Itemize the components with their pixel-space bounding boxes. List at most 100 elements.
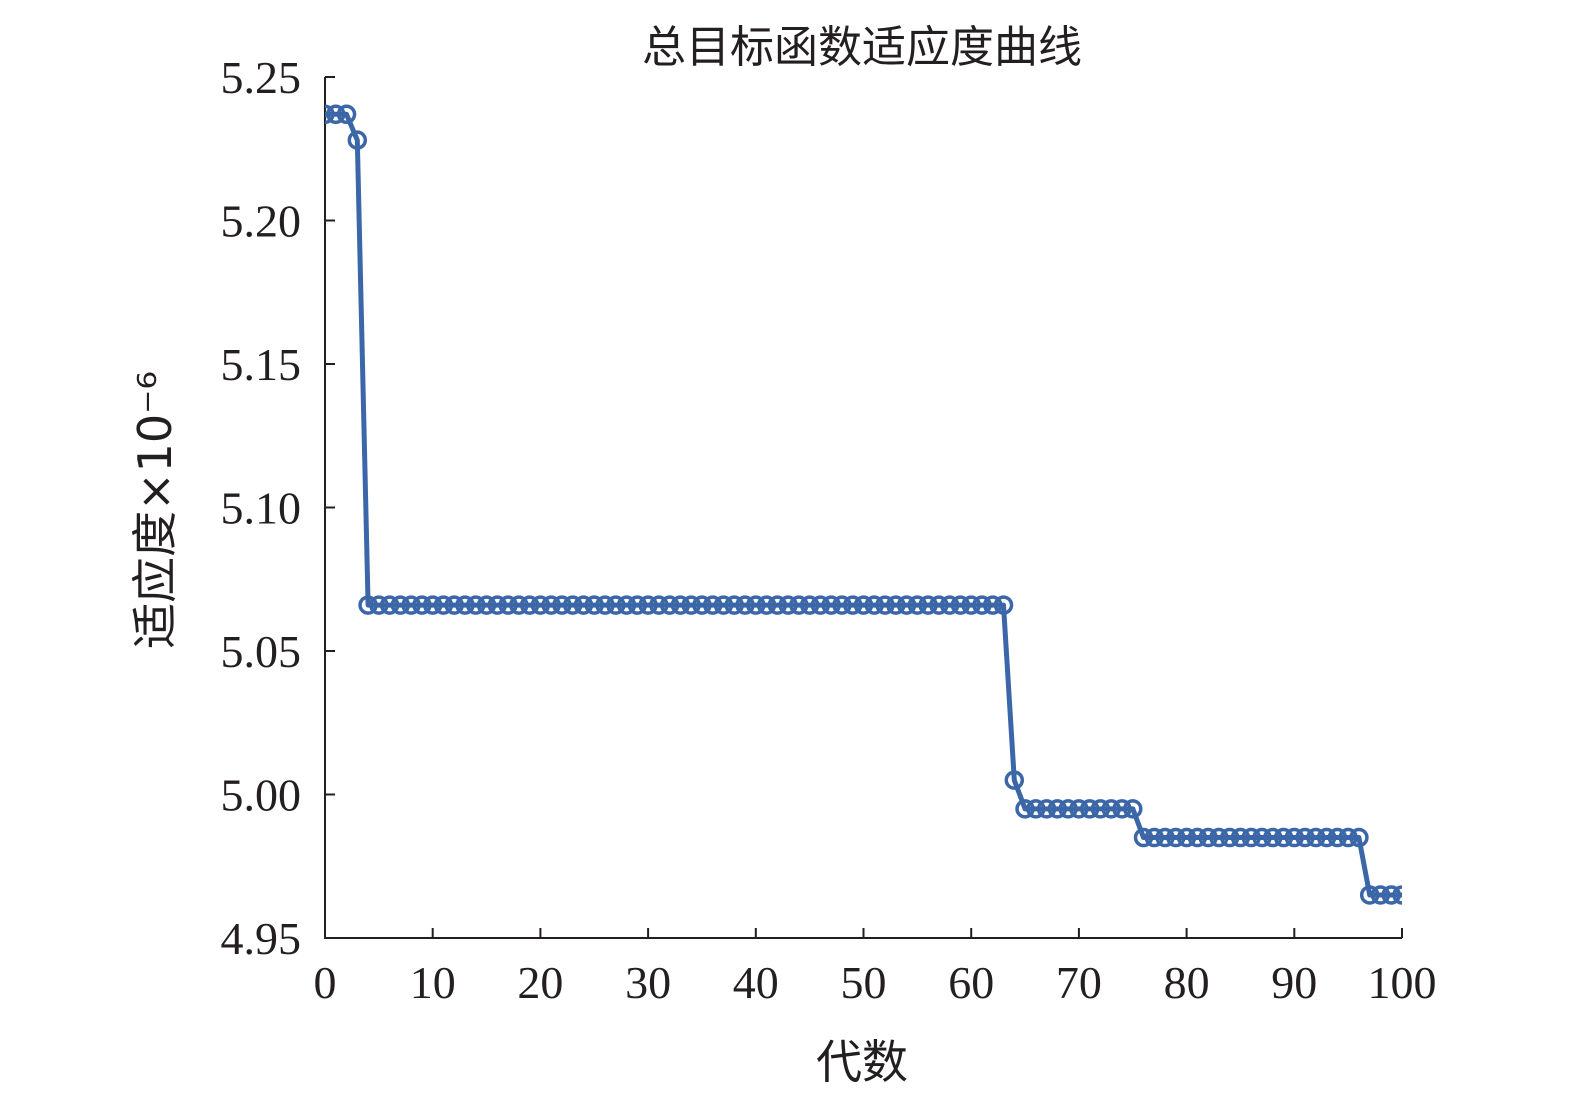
data-point-marker — [692, 595, 712, 615]
data-point-marker — [702, 595, 723, 615]
data-point-marker — [1079, 799, 1100, 819]
data-point-marker — [756, 595, 777, 615]
data-point-marker — [713, 595, 734, 615]
y-tick-label: 5.15 — [221, 339, 302, 390]
data-point-marker — [552, 595, 572, 615]
data-point-marker — [896, 595, 917, 615]
data-point-marker — [509, 595, 529, 615]
series-line — [325, 111, 1402, 898]
data-point-marker — [466, 595, 486, 615]
x-tick-label: 20 — [517, 957, 563, 1008]
y-tick-label: 4.95 — [221, 913, 302, 964]
data-point-marker — [562, 595, 583, 615]
data-point-marker — [853, 595, 874, 615]
data-point-marker — [1241, 827, 1261, 848]
data-point-marker — [767, 595, 788, 615]
data-point-marker — [1123, 799, 1143, 819]
data-point-marker — [412, 595, 432, 615]
data-point-marker — [379, 595, 400, 615]
data-point-marker — [1090, 799, 1111, 819]
data-point-marker — [1209, 827, 1229, 848]
data-point-marker — [886, 595, 906, 615]
data-point-marker — [982, 595, 1003, 615]
data-point-marker — [1230, 827, 1251, 848]
data-point-marker — [1036, 799, 1057, 819]
data-point-marker — [519, 595, 540, 615]
data-point-marker — [1198, 827, 1218, 848]
data-point-marker — [950, 595, 971, 615]
data-point-marker — [433, 595, 454, 615]
data-point-marker — [1187, 827, 1208, 848]
data-point-marker — [1133, 827, 1154, 848]
data-point-marker — [1047, 799, 1068, 819]
data-point-marker — [1144, 827, 1165, 848]
data-point-marker — [573, 595, 594, 615]
data-point-marker — [832, 595, 852, 615]
data-point-marker — [347, 130, 368, 150]
data-point-marker — [1069, 799, 1089, 819]
data-point-marker — [422, 595, 443, 615]
x-axis-label: 代数 — [816, 1035, 908, 1089]
data-point-marker — [1349, 827, 1369, 848]
x-tick-label: 80 — [1164, 957, 1210, 1008]
data-point-marker — [972, 595, 992, 615]
data-point-marker — [606, 595, 626, 615]
data-point-marker — [1295, 827, 1315, 848]
data-point-marker — [1004, 770, 1025, 790]
data-point-marker — [778, 595, 798, 615]
data-point-marker — [1327, 827, 1348, 848]
y-axis-ticks: 5.25 5.20 5.15 5.10 5.05 5.00 4.95 — [221, 52, 335, 964]
data-point-marker — [1155, 827, 1175, 848]
data-point-marker — [875, 595, 895, 615]
data-point-marker — [939, 595, 960, 615]
data-point-marker — [918, 595, 938, 615]
data-point-marker — [1026, 799, 1046, 819]
data-point-marker — [907, 595, 928, 615]
data-point-marker — [638, 595, 658, 615]
y-tick-label: 5.10 — [221, 483, 302, 534]
data-point-marker — [993, 595, 1014, 615]
data-point-marker — [498, 595, 518, 615]
data-point-marker — [724, 595, 745, 615]
data-point-marker — [1359, 885, 1380, 905]
data-point-marker — [799, 595, 820, 615]
data-point-marker — [821, 595, 841, 615]
data-point-marker — [444, 595, 464, 615]
data-point-marker — [1381, 885, 1401, 905]
data-point-marker — [810, 595, 831, 615]
x-tick-label: 90 — [1271, 957, 1317, 1008]
data-point-marker — [1316, 827, 1337, 848]
data-point-marker — [1252, 827, 1272, 848]
data-point-marker — [1306, 827, 1326, 848]
y-tick-label: 5.25 — [221, 52, 302, 103]
data-point-marker — [1058, 799, 1078, 819]
series-markers — [325, 104, 1402, 905]
data-point-marker — [1392, 885, 1402, 905]
data-point-marker — [325, 104, 335, 125]
data-point-marker — [649, 595, 669, 615]
x-axis-ticks: 0 10 20 30 40 50 60 70 80 90 100 — [314, 928, 1437, 1008]
data-point-marker — [627, 595, 648, 615]
y-tick-label: 5.20 — [221, 196, 302, 247]
data-point-marker — [735, 595, 755, 615]
data-point-marker — [681, 595, 701, 615]
data-point-marker — [961, 595, 981, 615]
x-tick-label: 30 — [625, 957, 671, 1008]
data-point-marker — [789, 595, 809, 615]
x-tick-label: 50 — [841, 957, 887, 1008]
data-point-marker — [487, 595, 508, 615]
y-tick-label: 5.05 — [221, 626, 302, 677]
data-point-marker — [616, 595, 637, 615]
data-point-marker — [1263, 827, 1283, 848]
chart-title: 总目标函数适应度曲线 — [642, 22, 1082, 73]
y-tick-label: 5.00 — [221, 770, 302, 821]
x-tick-label: 10 — [410, 957, 456, 1008]
data-point-marker — [584, 595, 604, 615]
data-point-marker — [1273, 827, 1294, 848]
data-point-marker — [670, 595, 691, 615]
data-point-marker — [455, 595, 475, 615]
data-point-marker — [336, 104, 357, 125]
data-point-marker — [476, 595, 497, 615]
data-point-marker — [1112, 799, 1132, 819]
